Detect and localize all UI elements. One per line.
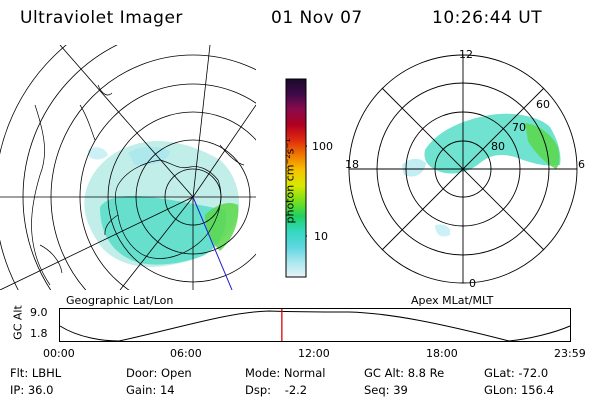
glon-value: 156.4	[520, 383, 554, 397]
mlat-label-60: 60	[536, 98, 550, 111]
altitude-ytick-high: 9.0	[30, 306, 48, 319]
mlt-lines	[349, 55, 577, 283]
flt-label: Flt:	[10, 366, 29, 380]
altitude-ylabel: GC Alt	[11, 305, 25, 340]
dsp-value: -2.2	[284, 383, 308, 397]
door-label: Door:	[126, 366, 158, 380]
colorbar-tick-100: 100	[312, 140, 333, 153]
door-value: Open	[160, 366, 192, 380]
mlat-mlt-polar-plot	[348, 54, 578, 284]
altitude-xtick-0: 00:00	[43, 347, 75, 360]
mlt-label-18: 18	[345, 158, 359, 171]
altitude-xtick-2: 12:00	[298, 347, 330, 360]
mlt-label-6: 6	[578, 158, 585, 171]
glat-label: GLat:	[484, 366, 515, 380]
meridian-lines	[0, 45, 256, 290]
glon-label: GLon:	[484, 383, 518, 397]
colorbar-tick-10: 10	[314, 230, 328, 243]
date-label: 01 Nov 07	[271, 8, 363, 28]
gcalt-label: GC Alt:	[364, 366, 405, 380]
mlt-label-0: 0	[469, 277, 476, 290]
seq-label: Seq:	[364, 383, 390, 397]
mode-label: Mode:	[245, 366, 281, 380]
left-panel-caption: Geographic Lat/Lon	[66, 294, 174, 307]
altitude-xtick-1: 06:00	[170, 347, 202, 360]
altitude-plot	[59, 308, 571, 342]
coastlines	[31, 84, 245, 286]
time-label: 10:26:44 UT	[432, 8, 543, 28]
right-panel-caption: Apex MLat/MLT	[411, 294, 494, 307]
instrument-title: Ultraviolet Imager	[20, 8, 183, 28]
mlt-label-12: 12	[459, 48, 473, 61]
colorbar	[285, 78, 307, 278]
mlat-label-80: 80	[491, 140, 505, 153]
colorbar-unit-label: photon cm⁻²s⁻¹	[283, 138, 297, 224]
mlat-label-70: 70	[512, 121, 526, 134]
geographic-map	[0, 45, 256, 290]
ip-label: IP:	[10, 383, 25, 397]
altitude-ytick-low: 1.8	[30, 327, 48, 340]
seq-value: 39	[393, 383, 408, 397]
altitude-xtick-3: 18:00	[426, 347, 458, 360]
flt-value: LBHL	[31, 366, 62, 380]
ip-value: 36.0	[27, 383, 54, 397]
gain-value: 14	[159, 383, 175, 397]
aurora-emission-left	[84, 140, 240, 267]
aurora-emission-right	[402, 113, 561, 237]
gain-label: Gain:	[126, 383, 157, 397]
glat-value: -72.0	[518, 366, 549, 380]
dsp-label: Dsp:	[245, 383, 272, 397]
subsatellite-line	[192, 196, 233, 290]
mode-value: Normal	[283, 366, 326, 380]
gcalt-value: 8.8 Re	[407, 366, 445, 380]
altitude-xtick-4: 23:59	[554, 347, 586, 360]
